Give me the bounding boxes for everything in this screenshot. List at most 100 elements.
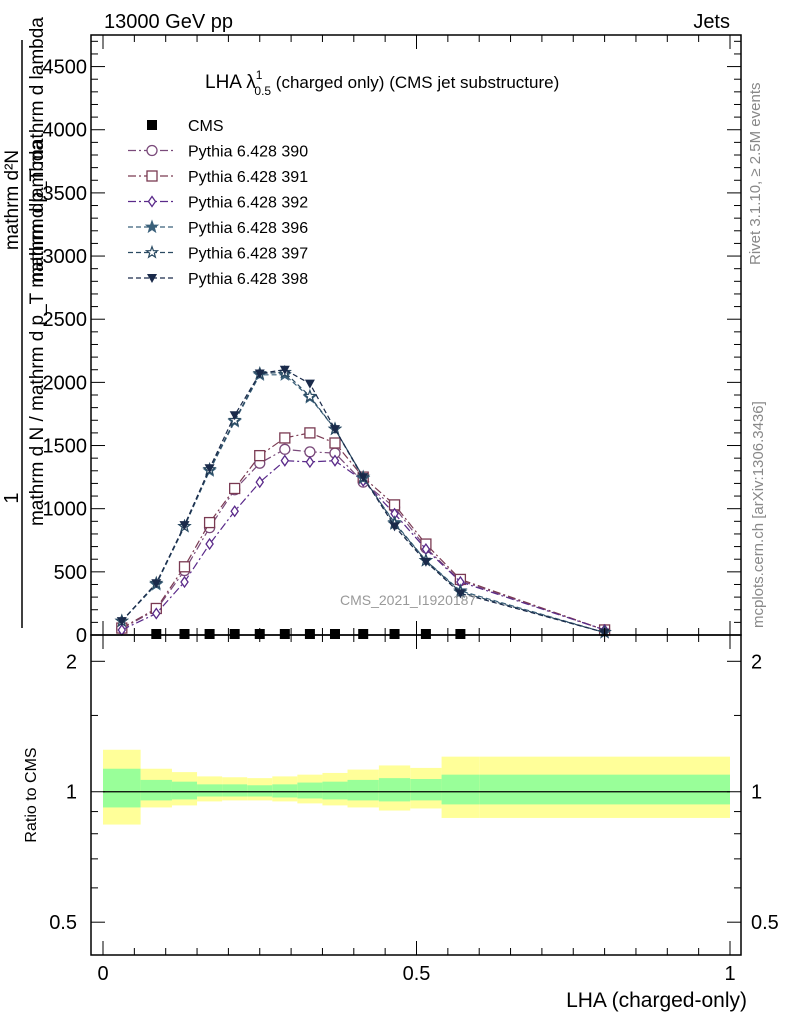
data-point	[178, 561, 191, 573]
data-point	[304, 379, 315, 389]
data-point	[151, 579, 162, 589]
legend-label-3: Pythia 6.428 392	[188, 195, 308, 212]
data-point	[420, 629, 431, 639]
watermark: CMS_2021_I1920187	[340, 592, 476, 608]
data-point	[255, 476, 265, 489]
ylabel-denominator: mathrm d N / mathrm d p_T mathrm d lambd…	[27, 140, 48, 527]
data-point	[204, 464, 215, 474]
ratio-inner-band	[441, 774, 480, 805]
data-point	[329, 425, 340, 435]
data-point	[279, 365, 290, 375]
legend-marker-2	[146, 170, 158, 182]
y-tick-label: 1000	[43, 499, 88, 521]
legend-marker-4	[144, 219, 160, 234]
legend-marker-6	[147, 274, 157, 283]
energy-label: 13000 GeV pp	[104, 11, 233, 33]
data-point	[205, 537, 214, 551]
series-line-5	[121, 371, 605, 634]
xlabel: LHA (charged-only)	[566, 989, 747, 1012]
main-plot-axes: 0 500 1000 1500 2000 2500 3000 3500 4000 4500	[43, 35, 741, 647]
series-3	[117, 454, 609, 637]
side-label-top: Rivet 3.1.10, ≥ 2.5M events	[747, 83, 764, 266]
data-point	[358, 473, 369, 483]
data-point	[329, 437, 341, 449]
data-point	[279, 432, 291, 444]
legend: CMS Pythia 6.428 390 Pythia 6.428 391 Pythi…	[128, 118, 308, 288]
x-tick-label: 1	[724, 963, 735, 985]
data-point	[389, 522, 400, 532]
y-tick-label: 500	[54, 562, 87, 584]
x-tick-label: 0.5	[403, 963, 431, 985]
x-tick-label: 0	[97, 963, 108, 985]
data-point	[302, 388, 318, 403]
ylabel-extra2: mathrm dp_T mathrm d lambda	[27, 17, 48, 283]
legend-label-0: CMS	[188, 118, 224, 135]
ylabel-numerator: 1	[1, 492, 23, 503]
ratio-plot-axes: 0.5 0.5 1 1 2 2 0 0.5 1	[49, 635, 779, 985]
legend-label-4: Pythia 6.428 396	[188, 220, 308, 237]
data-point	[254, 449, 266, 462]
series-line-6	[121, 369, 605, 634]
data-point	[329, 629, 340, 639]
ratio-inner-band	[410, 779, 442, 801]
data-point	[254, 369, 265, 379]
y-tick-label: 2500	[43, 309, 88, 331]
ratio-y-tick-label: 0.5	[49, 912, 77, 934]
legend-marker-0	[147, 120, 157, 130]
main-plot-marks	[114, 364, 612, 639]
ratio-y-tick-label: 1	[66, 782, 77, 804]
ratio-ylabel: Ratio to CMS	[23, 747, 40, 842]
y-tick-label: 3500	[43, 183, 88, 205]
legend-marker-3	[147, 195, 157, 208]
data-point	[229, 411, 240, 421]
y-tick-label: 0	[76, 625, 87, 647]
legend-marker-5	[144, 244, 160, 259]
data-point	[280, 454, 290, 467]
main-ylabel: 1 mathrm d N / mathrm d p_T mathrm d lam…	[1, 17, 48, 628]
y-tick-label: 4500	[43, 57, 88, 79]
y-tick-label: 3000	[43, 246, 88, 268]
ratio-plot: 0.5 0.5 1 1 2 2 0 0.5 1	[49, 634, 779, 985]
series-0	[151, 629, 466, 639]
data-point	[279, 443, 291, 455]
data-point	[229, 629, 240, 639]
legend-label-2: Pythia 6.428 391	[188, 169, 308, 186]
data-point	[304, 446, 316, 458]
legend-label-5: Pythia 6.428 397	[188, 246, 308, 263]
ylabel-extra: mathrm d²N	[2, 150, 23, 250]
data-point	[358, 629, 369, 639]
data-point	[204, 629, 215, 639]
data-point	[455, 629, 466, 639]
data-point	[116, 617, 127, 627]
data-point	[151, 629, 162, 639]
series-6	[116, 365, 610, 638]
y-tick-label: 4000	[43, 120, 88, 142]
ratio-inner-band	[171, 781, 198, 800]
plot-title-sub: 0.5	[254, 84, 271, 98]
plot-title-rest: (charged only) (CMS jet substructure)	[271, 73, 559, 92]
y-tick-label: 2000	[43, 372, 88, 394]
data-point	[152, 607, 161, 620]
ratio-inner-band	[103, 768, 141, 808]
y-tick-label: 1500	[43, 436, 88, 458]
ratio-inner-band	[222, 784, 248, 797]
data-point	[229, 482, 241, 495]
legend-label-6: Pythia 6.428 398	[188, 271, 308, 288]
ratio-inner-band	[272, 784, 298, 798]
ratio-inner-band	[140, 779, 172, 801]
ratio-y-tick-label: 2	[66, 651, 77, 673]
data-point	[230, 505, 239, 518]
ratio-inner-band	[347, 779, 379, 801]
ratio-plot-marks	[103, 749, 730, 825]
data-point	[389, 629, 400, 639]
data-point	[180, 575, 189, 589]
data-point	[420, 557, 431, 567]
data-point	[179, 629, 190, 639]
main-plot: 0 500 1000 1500 2000 2500 3000 3500 4000 4500	[43, 34, 742, 647]
category-label: Jets	[693, 11, 730, 33]
plot-title: LHA λ1 0.5 (charged only) (CMS jet substr…	[205, 68, 559, 98]
data-point	[203, 516, 216, 529]
plot-title-sup: 1	[256, 68, 263, 82]
data-point	[179, 521, 190, 531]
